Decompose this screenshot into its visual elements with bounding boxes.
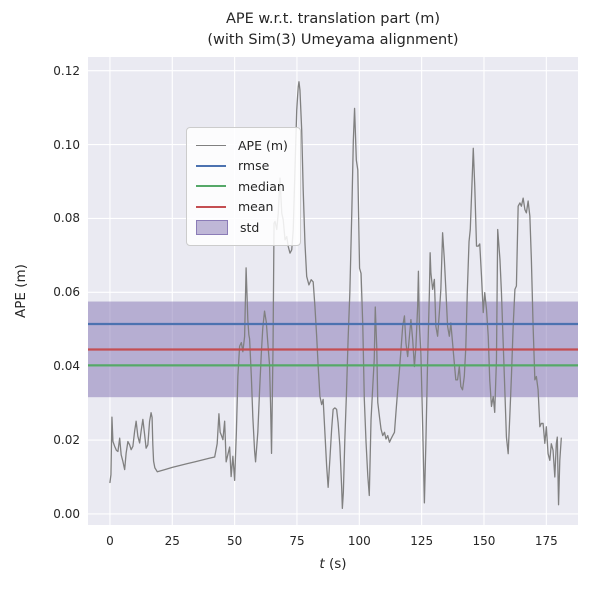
legend-item-median: median xyxy=(196,176,288,197)
y-tick-label: 0.12 xyxy=(53,63,80,78)
chart-title-line2: (with Sim(3) Umeyama alignment) xyxy=(207,31,459,48)
x-tick-label: 25 xyxy=(164,534,180,548)
legend-item-ape-m-: APE (m) xyxy=(196,135,288,156)
legend-line-swatch xyxy=(196,205,226,208)
y-tick-label: 0.06 xyxy=(53,285,80,300)
legend-line-swatch xyxy=(196,144,226,146)
ape-curve xyxy=(109,81,562,510)
chart-title-line1: APE w.r.t. translation part (m) xyxy=(225,11,441,27)
legend-label: median xyxy=(238,178,285,194)
y-tick-label: 0.04 xyxy=(53,359,80,374)
y-tick-label: 0.08 xyxy=(53,211,80,226)
x-axis-label: t (s) xyxy=(88,556,578,572)
y-tick-label: 0.02 xyxy=(53,433,80,448)
x-axis-label-symbol: t xyxy=(319,556,325,572)
y-tick-label: 0.10 xyxy=(53,137,80,152)
x-tick-label: 75 xyxy=(289,534,305,548)
plot-area: APE (m) rmse median mean std xyxy=(88,57,578,525)
legend-label: APE (m) xyxy=(238,137,288,153)
x-tick-label: 175 xyxy=(534,534,558,548)
y-axis-label: APE (m) xyxy=(13,264,29,318)
ape-plot-canvas xyxy=(88,57,578,525)
x-axis-label-unit: (s) xyxy=(324,556,347,572)
x-tick-label: 0 xyxy=(106,534,114,548)
legend-box: APE (m) rmse median mean std xyxy=(186,127,301,246)
legend-item-rmse: rmse xyxy=(196,156,288,177)
legend-label: rmse xyxy=(238,158,270,174)
legend-patch-swatch xyxy=(196,219,228,235)
x-tick-label: 125 xyxy=(410,534,434,548)
y-tick-label: 0.00 xyxy=(53,506,80,521)
legend-line-swatch xyxy=(196,185,226,188)
legend-item-std: std xyxy=(196,217,288,238)
chart-title: APE w.r.t. translation part (m) (with Si… xyxy=(88,9,578,50)
x-tick-label: 150 xyxy=(472,534,496,548)
legend-label: mean xyxy=(238,199,274,215)
x-tick-label: 100 xyxy=(347,534,371,548)
legend-label: std xyxy=(240,219,260,235)
legend-item-mean: mean xyxy=(196,197,288,218)
x-tick-label: 50 xyxy=(226,534,243,548)
legend-line-swatch xyxy=(196,164,226,167)
